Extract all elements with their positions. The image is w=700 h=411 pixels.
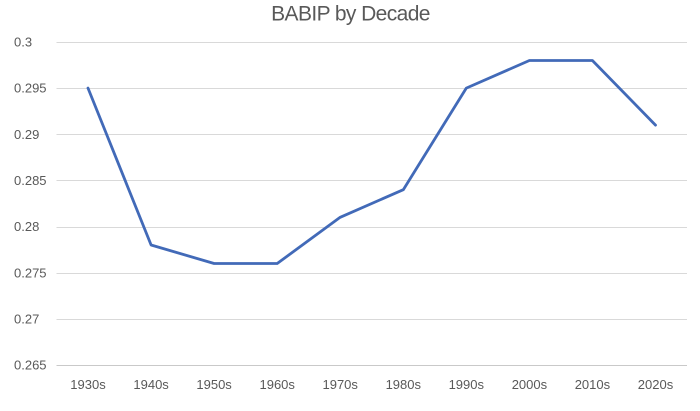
svg-text:2010s: 2010s	[575, 377, 611, 392]
svg-text:1950s: 1950s	[196, 377, 232, 392]
svg-text:BABIP by Decade: BABIP by Decade	[271, 3, 430, 26]
svg-text:0.3: 0.3	[14, 35, 32, 50]
svg-text:2000s: 2000s	[512, 377, 548, 392]
svg-text:1940s: 1940s	[133, 377, 169, 392]
svg-text:0.29: 0.29	[14, 127, 39, 142]
svg-text:0.27: 0.27	[14, 312, 39, 327]
svg-text:1990s: 1990s	[449, 377, 485, 392]
svg-text:0.28: 0.28	[14, 219, 39, 234]
svg-text:2020s: 2020s	[638, 377, 674, 392]
svg-text:1930s: 1930s	[70, 377, 106, 392]
svg-text:1980s: 1980s	[386, 377, 422, 392]
svg-text:0.275: 0.275	[14, 265, 47, 280]
svg-text:0.265: 0.265	[14, 358, 47, 373]
svg-text:0.295: 0.295	[14, 81, 47, 96]
svg-text:1970s: 1970s	[322, 377, 358, 392]
svg-text:0.285: 0.285	[14, 173, 47, 188]
svg-text:1960s: 1960s	[259, 377, 295, 392]
